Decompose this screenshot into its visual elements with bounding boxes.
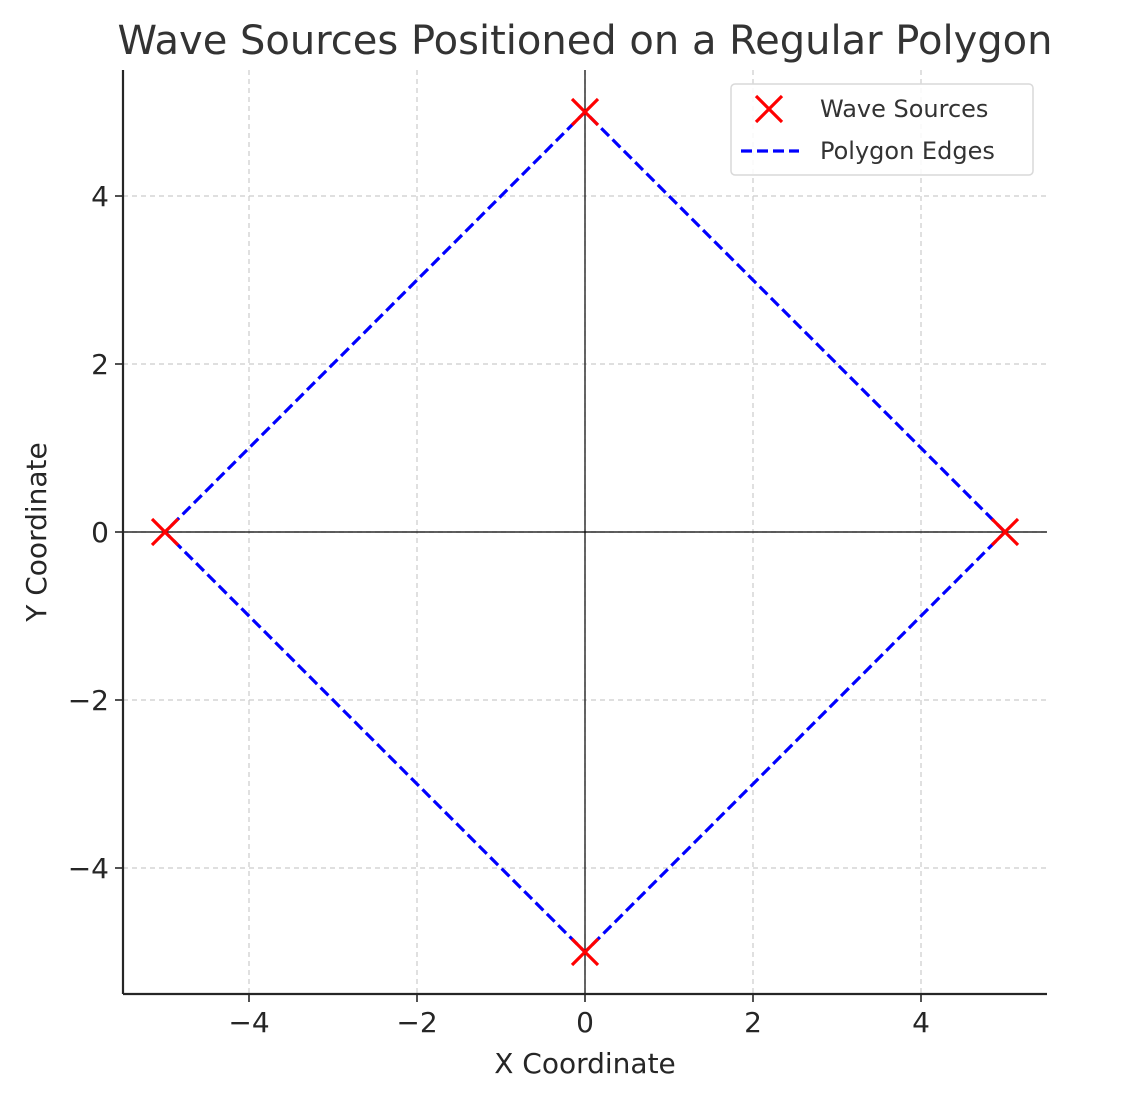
y-axis-label: Y Coordinate (20, 442, 53, 623)
legend-entries: Wave Sources Polygon Edges (741, 94, 995, 165)
x-axis-label: X Coordinate (494, 1047, 676, 1080)
marker-stroke (990, 517, 1020, 547)
x-tick-label: 2 (744, 1006, 762, 1039)
y-tick-label: 4 (91, 180, 109, 213)
legend-entry: Wave Sources (754, 94, 988, 124)
chart-title: Wave Sources Positioned on a Regular Pol… (118, 18, 1053, 64)
legend: Wave Sources Polygon Edges (730, 83, 1034, 176)
x-tick-label: −2 (396, 1006, 437, 1039)
wave-source-marker (150, 517, 180, 547)
legend-label: Polygon Edges (820, 137, 995, 165)
x-tick-label: 0 (576, 1006, 594, 1039)
y-ticks: −4 −2 0 2 4 (68, 180, 123, 885)
legend-frame (730, 83, 1034, 176)
y-tick-label: 2 (91, 348, 109, 381)
x-ticks: −4 −2 0 2 4 (228, 994, 930, 1039)
y-tick-label: −2 (68, 684, 109, 717)
wave-source-marker (570, 937, 600, 967)
marker-stroke (150, 517, 180, 547)
zero-lines (123, 70, 1047, 994)
x-tick-label: 4 (912, 1006, 930, 1039)
x-tick-label: −4 (228, 1006, 269, 1039)
series-markers (150, 97, 1020, 967)
marker-stroke (570, 937, 600, 967)
marker-stroke (570, 97, 600, 127)
legend-entry: Polygon Edges (741, 137, 995, 165)
legend-marker-stroke (754, 94, 784, 124)
wave-source-marker (570, 97, 600, 127)
y-tick-label: −4 (68, 852, 109, 885)
wave-source-marker (990, 517, 1020, 547)
legend-label: Wave Sources (820, 95, 988, 123)
y-tick-label: 0 (91, 516, 109, 549)
